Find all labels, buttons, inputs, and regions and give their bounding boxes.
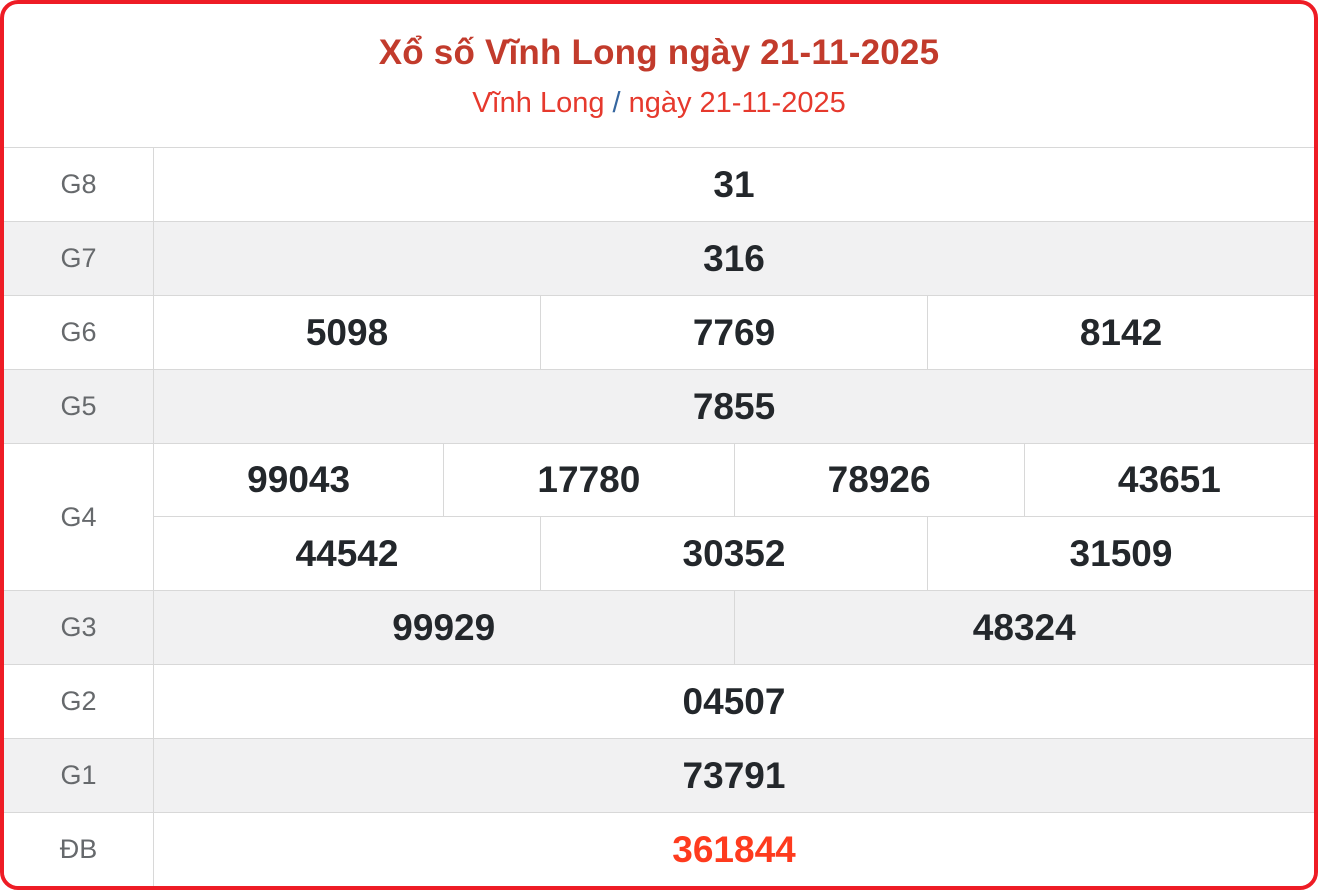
prize-label: G6 [4,296,154,369]
prize-values: 73791 [154,739,1314,812]
prize-value: 7855 [692,385,776,427]
prize-value: 78926 [735,444,1025,516]
subtitle-date: ngày 21-11-2025 [628,87,846,119]
result-header: Xổ số Vĩnh Long ngày 21-11-2025 Vĩnh Lon… [4,4,1314,147]
prize-line: 04507 [154,665,1314,738]
prize-row-G5: G5 7855 [4,370,1314,444]
prize-value: 7769 [541,296,928,369]
prize-line: 99043 17780 78926 43651 [154,444,1314,517]
prize-label: G3 [4,591,154,664]
prize-row-G7: G7 316 [4,222,1314,296]
prize-values: 99043 17780 78926 43651 44542 30352 31509 [154,444,1314,590]
prize-value: 17780 [444,444,735,516]
results-table: G8 31 G7 316 G6 5098 7769 8142 G5 7855 G4 99043 1778… [4,147,1314,886]
prize-line: 44542 30352 31509 [154,517,1314,590]
prize-label: G4 [4,444,154,590]
prize-line: 73791 [154,739,1314,812]
prize-label: G7 [4,222,154,295]
result-subtitle: Vĩnh Long / ngày 21-11-2025 [472,87,845,120]
prize-value: 44542 [154,517,541,590]
prize-value: 99929 [154,591,735,664]
prize-label: G8 [4,148,154,221]
prize-row-G8: G8 31 [4,148,1314,222]
prize-value: 30352 [541,517,928,590]
subtitle-separator: / [612,87,621,119]
prize-label: G1 [4,739,154,812]
prize-line: 361844 [154,813,1314,886]
subtitle-region: Vĩnh Long [472,87,605,119]
prize-values: 5098 7769 8142 [154,296,1314,369]
prize-values: 99929 48324 [154,591,1314,664]
prize-row-G4: G4 99043 17780 78926 43651 44542 30352 31509 [4,444,1314,591]
special-prize-value: 361844 [672,828,796,870]
prize-value: 04507 [682,680,786,722]
prize-value: 43651 [1117,459,1221,500]
prize-value: 31 [713,163,755,205]
prize-label: ĐB [4,813,154,886]
prize-value: 8142 [1079,311,1163,353]
prize-row-G1: G1 73791 [4,739,1314,813]
prize-row-G6: G6 5098 7769 8142 [4,296,1314,370]
prize-label: G5 [4,370,154,443]
prize-row-G3: G3 99929 48324 [4,591,1314,665]
prize-line: 316 [154,222,1314,295]
prize-line: 31 [154,148,1314,221]
prize-line: 7855 [154,370,1314,443]
prize-value: 5098 [154,296,541,369]
prize-line: 5098 7769 8142 [154,296,1314,369]
prize-values: 361844 [154,813,1314,886]
prize-value: 31509 [1069,532,1173,574]
prize-value: 99043 [154,444,445,516]
page-title: Xổ số Vĩnh Long ngày 21-11-2025 [378,33,940,72]
prize-row-G2: G2 04507 [4,665,1314,739]
prize-label: G2 [4,665,154,738]
prize-line: 99929 48324 [154,591,1314,664]
prize-value: 316 [703,237,765,279]
prize-values: 7855 [154,370,1314,443]
prize-values: 31 [154,148,1314,221]
prize-row-ĐB: ĐB 361844 [4,813,1314,886]
prize-values: 316 [154,222,1314,295]
prize-values: 04507 [154,665,1314,738]
prize-value: 73791 [682,754,786,796]
prize-value: 48324 [972,606,1076,648]
